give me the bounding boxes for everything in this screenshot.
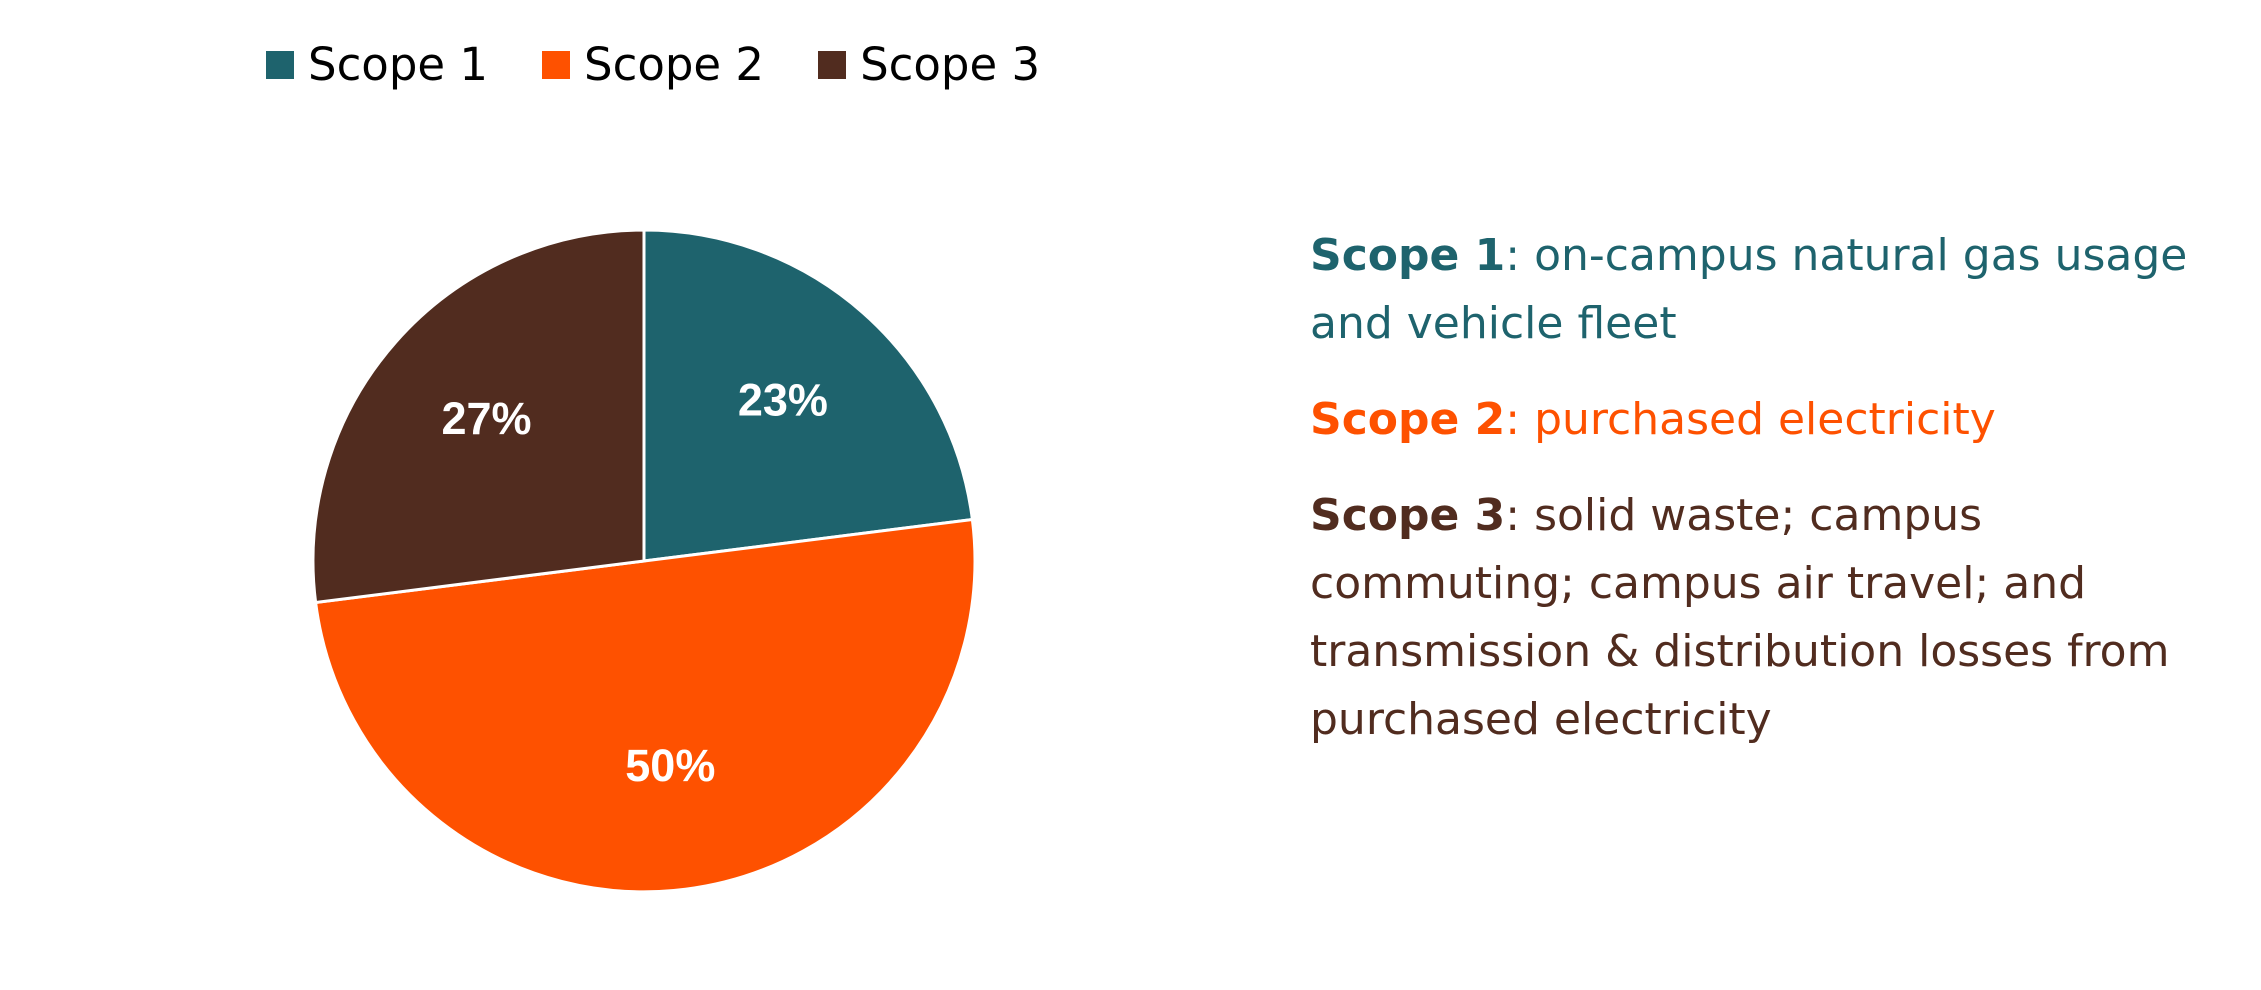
legend-label-scope-3: Scope 3 <box>860 38 1041 91</box>
scope-3-description: Scope 3: solid waste; campus commuting; … <box>1310 482 2230 754</box>
scope-1-description: Scope 1: on-campus natural gas usage and… <box>1310 222 2230 358</box>
pie-slice-scope-1 <box>642 228 975 563</box>
scope-2-description: Scope 2: purchased electricity <box>1310 386 2230 454</box>
scope-1-description-text: : on-campus natural gas usage and vehicl… <box>1310 230 2188 349</box>
pie-slice-scope-3 <box>311 228 646 605</box>
data-label-scope-3: 27% <box>441 393 531 444</box>
data-label-scope-1: 23% <box>738 374 828 425</box>
legend-label-scope-2: Scope 2 <box>584 38 765 91</box>
legend-swatch-scope-1 <box>266 50 294 79</box>
pie-chart: 23% 50% 27% <box>311 228 977 894</box>
scope-3-description-title: Scope 3 <box>1310 490 1506 541</box>
legend-item-scope-1: Scope 1 <box>266 42 488 87</box>
legend-label-scope-1: Scope 1 <box>308 38 489 91</box>
legend-item-scope-3: Scope 3 <box>818 42 1040 87</box>
legend-swatch-scope-3 <box>818 50 847 79</box>
pie-slice-scope-2 <box>313 517 977 894</box>
chart-legend: Scope 1 Scope 2 Scope 3 <box>266 42 1040 87</box>
scope-2-description-title: Scope 2 <box>1310 394 1506 445</box>
data-label-scope-2: 50% <box>625 740 715 791</box>
legend-item-scope-2: Scope 2 <box>542 42 764 87</box>
legend-swatch-scope-2 <box>542 50 571 79</box>
scope-2-description-text: : purchased electricity <box>1505 394 1996 445</box>
scope-1-description-title: Scope 1 <box>1310 230 1506 281</box>
scope-3-description-text: : solid waste; campus commuting; campus … <box>1310 490 2170 745</box>
scope-descriptions: Scope 1: on-campus natural gas usage and… <box>1310 222 2230 782</box>
